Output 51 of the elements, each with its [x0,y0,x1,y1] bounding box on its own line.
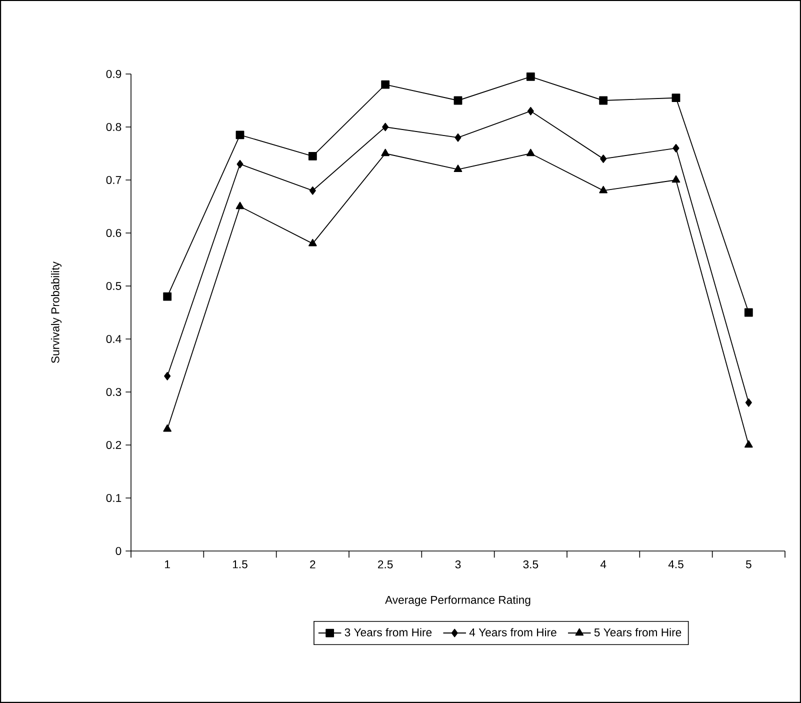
x-axis-title: Average Performance Rating [385,596,530,606]
x-tick-label: 5 [746,560,752,568]
y-axis-title: Survivaly Probability [50,262,62,363]
x-tick-label: 3 [455,560,461,568]
legend-label: 4 Years from Hire [469,628,556,636]
point [236,160,244,168]
x-tick-label: 2 [310,560,316,568]
point [526,148,535,156]
point [672,94,680,102]
point [382,122,389,132]
point [744,440,753,448]
point [745,398,752,407]
point [454,133,462,142]
point [163,292,172,301]
point [454,164,462,172]
x-tick-label: 1.5 [232,560,248,568]
point [527,106,534,116]
y-tick-label: 0.5 [106,282,122,290]
y-tick-label: 0 [116,546,122,555]
point [308,238,317,246]
point [744,308,753,317]
y-tick-label: 0.6 [106,228,122,237]
legend-label: 3 Years from Hire [344,628,432,636]
y-tick-label: 0.9 [106,70,122,78]
point [526,72,535,81]
point [308,152,317,160]
y-tick-label: 0.3 [106,388,122,396]
x-tick-label: 4 [600,560,606,568]
point [672,175,680,183]
point [672,144,680,152]
x-tick-label: 2.5 [378,560,393,568]
y-tick-label: 0.7 [106,176,122,184]
point [381,80,390,89]
y-tick-label: 0.2 [106,440,122,449]
legend-label: 5 Years from Hire [594,628,682,636]
y-tick-label: 0.8 [106,122,122,132]
point [236,202,244,210]
x-tick-label: 1 [165,560,170,568]
x-tick-label: 4.5 [668,560,684,568]
y-tick-label: 0.4 [106,334,122,343]
point [599,96,608,105]
point [164,372,171,380]
x-tick-label: 3.5 [523,560,538,568]
y-tick-label: 0.1 [106,494,122,502]
point [381,148,390,156]
point [309,186,316,195]
point [599,186,608,194]
point [236,130,244,140]
point [454,96,462,105]
point [163,424,172,432]
point [600,154,607,163]
